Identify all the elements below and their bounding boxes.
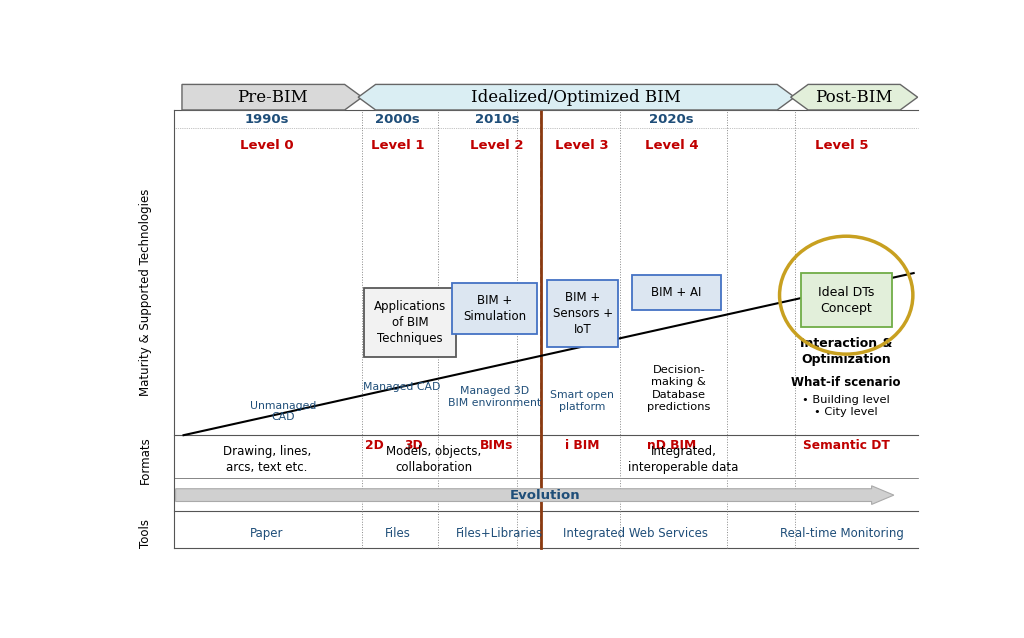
Text: Level 4: Level 4	[645, 139, 698, 152]
Text: BIM +
Simulation: BIM + Simulation	[463, 294, 526, 323]
Text: Post-BIM: Post-BIM	[815, 89, 893, 106]
FancyArrow shape	[175, 486, 894, 505]
Polygon shape	[182, 84, 362, 110]
Text: BIMs: BIMs	[480, 440, 514, 452]
Text: Managed 3D
BIM environment: Managed 3D BIM environment	[449, 386, 542, 408]
Text: Paper: Paper	[250, 527, 284, 540]
Text: BIM + AI: BIM + AI	[651, 286, 701, 299]
Polygon shape	[791, 84, 918, 110]
Text: BIM +
Sensors +
IoT: BIM + Sensors + IoT	[553, 291, 612, 336]
FancyBboxPatch shape	[801, 273, 892, 327]
FancyBboxPatch shape	[547, 281, 618, 347]
Text: 2D: 2D	[365, 440, 383, 452]
Text: Evolution: Evolution	[509, 489, 580, 501]
Text: What-if scenario: What-if scenario	[792, 376, 901, 389]
Text: • Building level
• City level: • Building level • City level	[803, 394, 890, 417]
Text: Applications
of BIM
Techniques: Applications of BIM Techniques	[374, 300, 446, 345]
Text: Real-time Monitoring: Real-time Monitoring	[780, 527, 904, 540]
Text: Files: Files	[385, 527, 411, 540]
Text: 2000s: 2000s	[376, 114, 420, 126]
Text: Decision-
making &
Database
predictions: Decision- making & Database predictions	[647, 365, 711, 412]
Text: Maturity & Supported Technologies: Maturity & Supported Technologies	[139, 189, 152, 396]
Text: Drawing, lines,
arcs, text etc.: Drawing, lines, arcs, text etc.	[223, 445, 311, 474]
Text: Integrated Web Services: Integrated Web Services	[563, 527, 709, 540]
FancyBboxPatch shape	[632, 274, 721, 310]
Text: Unmanaged
CAD: Unmanaged CAD	[250, 401, 316, 422]
Text: Semantic DT: Semantic DT	[803, 440, 890, 452]
Text: Managed CAD: Managed CAD	[364, 382, 440, 392]
Text: Models, objects,
collaboration: Models, objects, collaboration	[386, 445, 481, 474]
Text: 3D: 3D	[404, 440, 423, 452]
FancyBboxPatch shape	[365, 288, 456, 357]
Text: Formats: Formats	[139, 436, 152, 484]
Text: Level 2: Level 2	[470, 139, 523, 152]
Text: 1990s: 1990s	[245, 114, 289, 126]
Text: Ideal DTs
Concept: Ideal DTs Concept	[818, 286, 874, 315]
Text: 2010s: 2010s	[475, 114, 519, 126]
Text: Interaction &
Optimization: Interaction & Optimization	[800, 337, 892, 366]
Text: Files+Libraries: Files+Libraries	[456, 527, 543, 540]
FancyBboxPatch shape	[452, 283, 538, 334]
Text: Smart open
platform: Smart open platform	[550, 390, 613, 412]
Text: Tools: Tools	[139, 519, 152, 548]
Text: Pre-BIM: Pre-BIM	[237, 89, 307, 106]
Text: i BIM: i BIM	[564, 440, 599, 452]
Polygon shape	[358, 84, 795, 110]
Text: Level 5: Level 5	[815, 139, 869, 152]
Text: Level 3: Level 3	[555, 139, 608, 152]
Text: Integrated,
interoperable data: Integrated, interoperable data	[629, 445, 738, 474]
Text: Level 0: Level 0	[240, 139, 294, 152]
Text: nD BIM: nD BIM	[647, 440, 696, 452]
Text: Idealized/Optimized BIM: Idealized/Optimized BIM	[471, 89, 681, 106]
Text: 2020s: 2020s	[649, 114, 694, 126]
Text: Level 1: Level 1	[371, 139, 425, 152]
